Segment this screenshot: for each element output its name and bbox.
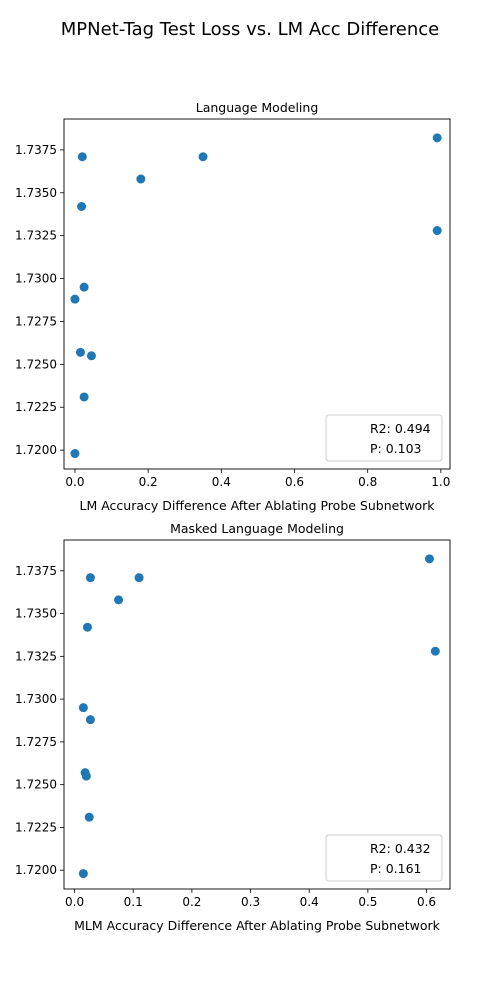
data-point	[79, 282, 89, 292]
y-tick-label: 1.7325	[15, 649, 57, 663]
y-tick-label: 1.7225	[15, 820, 57, 834]
data-point	[78, 703, 88, 713]
legend-box	[325, 414, 443, 462]
y-tick-label: 1.7250	[15, 778, 57, 792]
data-point	[198, 152, 208, 162]
x-tick-label: 1.0	[431, 475, 450, 489]
subplot-title: Masked Language Modeling	[170, 521, 344, 536]
x-tick-label: 0.2	[182, 895, 201, 909]
subplots: Language Modeling 0.0 0.2 0.4 0.6 0.8 1.0 1.720…	[15, 100, 451, 933]
y-tick-label: 1.7375	[15, 143, 57, 157]
x-tick-label: 0.2	[139, 475, 158, 489]
data-point	[85, 715, 95, 725]
y-tick-label: 1.7200	[15, 863, 57, 877]
y-tick-label: 1.7275	[15, 735, 57, 749]
x-tick-label: 0.1	[124, 895, 143, 909]
legend: R2: 0.494 P: 0.103	[325, 414, 443, 462]
x-tick-label: 0.5	[358, 895, 377, 909]
y-tick-label: 1.7300	[15, 272, 57, 286]
axes-frame	[63, 118, 451, 470]
y-tick-label: 1.7300	[15, 692, 57, 706]
x-tick-label: 0.4	[300, 895, 319, 909]
x-tick-label: 0.8	[358, 475, 377, 489]
legend-entry: P: 0.161	[370, 861, 422, 876]
figure-title: MPNet-Tag Test Loss vs. LM Acc Differenc…	[61, 19, 439, 40]
axes-frame	[63, 539, 451, 890]
x-tick-label: 0.3	[241, 895, 260, 909]
data-point	[77, 152, 87, 162]
data-point	[78, 869, 88, 879]
y-tick-label: 1.7350	[15, 607, 57, 621]
x-tick-label: 0.6	[417, 895, 436, 909]
data-point	[70, 294, 80, 304]
legend-entry: R2: 0.494	[370, 421, 431, 436]
data-point	[79, 392, 89, 402]
data-point	[77, 202, 87, 211]
legend-entry: P: 0.103	[370, 441, 422, 456]
y-tick-label: 1.7375	[15, 564, 57, 578]
data-point	[432, 133, 442, 143]
legend-entry: R2: 0.432	[370, 841, 431, 856]
data-point	[84, 812, 94, 822]
data-point	[430, 646, 440, 656]
y-tick-label: 1.7225	[15, 400, 57, 414]
legend: R2: 0.432 P: 0.161	[325, 834, 443, 882]
data-point	[86, 351, 96, 361]
data-point	[114, 595, 124, 605]
y-tick-label: 1.7325	[15, 229, 57, 243]
data-point	[85, 573, 95, 583]
x-tick-label: 0.4	[212, 475, 231, 489]
data-point	[70, 449, 80, 459]
x-tick-label: 0.0	[65, 475, 84, 489]
data-point	[136, 174, 146, 184]
data-point	[432, 226, 442, 236]
x-tick-label: 0.0	[65, 895, 84, 909]
x-axis-label: MLM Accuracy Difference After Ablating P…	[74, 918, 441, 933]
x-axis-label: LM Accuracy Difference After Ablating Pr…	[80, 498, 436, 513]
subplot-1: Language Modeling 0.0 0.2 0.4 0.6 0.8 1.0 1.720…	[15, 100, 451, 513]
subplot-title: Language Modeling	[196, 100, 319, 115]
y-tick-label: 1.7275	[15, 314, 57, 328]
y-tick-label: 1.7200	[15, 443, 57, 457]
y-tick-label: 1.7350	[15, 186, 57, 200]
subplot-2: Masked Language Modeling 0.0 0.1 0.2 0.3 0.4 0…	[15, 521, 451, 933]
data-point	[424, 554, 434, 564]
y-tick-label: 1.7250	[15, 357, 57, 371]
data-point	[75, 347, 85, 357]
data-point	[81, 771, 91, 781]
x-tick-label: 0.6	[285, 475, 304, 489]
legend-box	[325, 834, 443, 882]
data-point	[82, 622, 92, 632]
data-point	[134, 573, 144, 583]
